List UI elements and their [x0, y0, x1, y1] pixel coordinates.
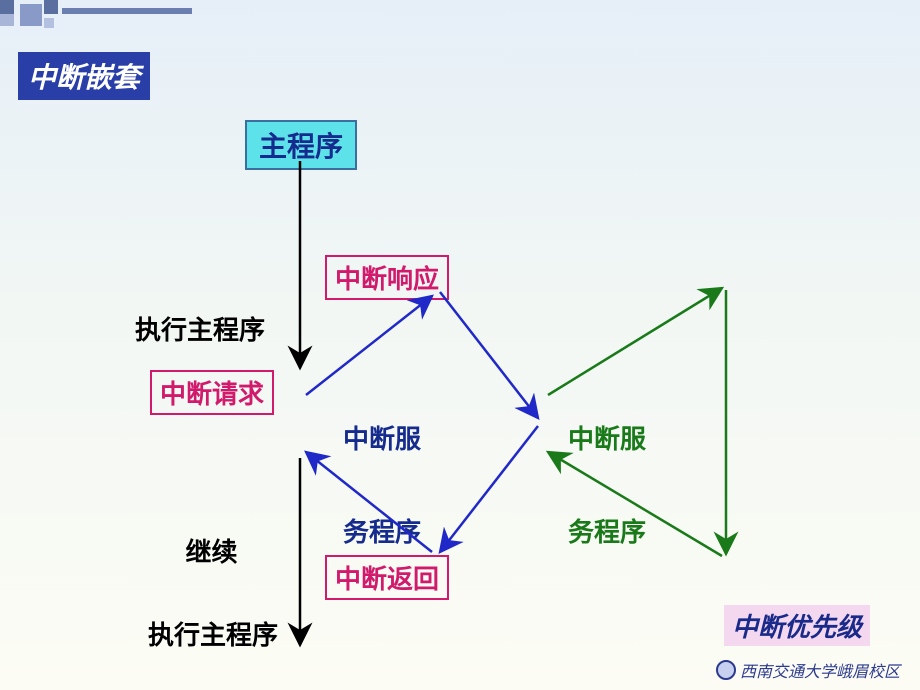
- logo-icon: [716, 660, 736, 680]
- main-program-box: 主程序: [245, 120, 357, 170]
- slide-title: 中断嵌套: [18, 52, 150, 100]
- blue-arrow-right: [440, 292, 538, 418]
- service1-line2: 务程序: [343, 518, 421, 547]
- interrupt-service-1-label: 中断服 务程序: [330, 370, 421, 557]
- interrupt-service-2-label: 中断服 务程序: [555, 370, 646, 557]
- corner-decoration: [0, 0, 190, 30]
- logo-text: 西南交通大学峨眉校区: [740, 658, 900, 682]
- interrupt-request-box: 中断请求: [150, 370, 274, 415]
- interrupt-priority-label: 中断优先级: [724, 605, 870, 646]
- continue-line2: 执行主程序: [148, 621, 278, 650]
- continue-main-label: 继续 执行主程序: [135, 490, 275, 656]
- interrupt-response-box: 中断响应: [325, 255, 449, 300]
- exec-main-label: 执行主程序: [135, 310, 265, 347]
- interrupt-return-box: 中断返回: [325, 555, 449, 600]
- university-logo: 西南交通大学峨眉校区: [716, 658, 900, 682]
- continue-line1: 继续: [185, 538, 237, 567]
- service2-line2: 务程序: [568, 518, 646, 547]
- service2-line1: 中断服: [568, 425, 646, 454]
- service1-line1: 中断服: [343, 425, 421, 454]
- blue-arrow-down: [440, 426, 538, 552]
